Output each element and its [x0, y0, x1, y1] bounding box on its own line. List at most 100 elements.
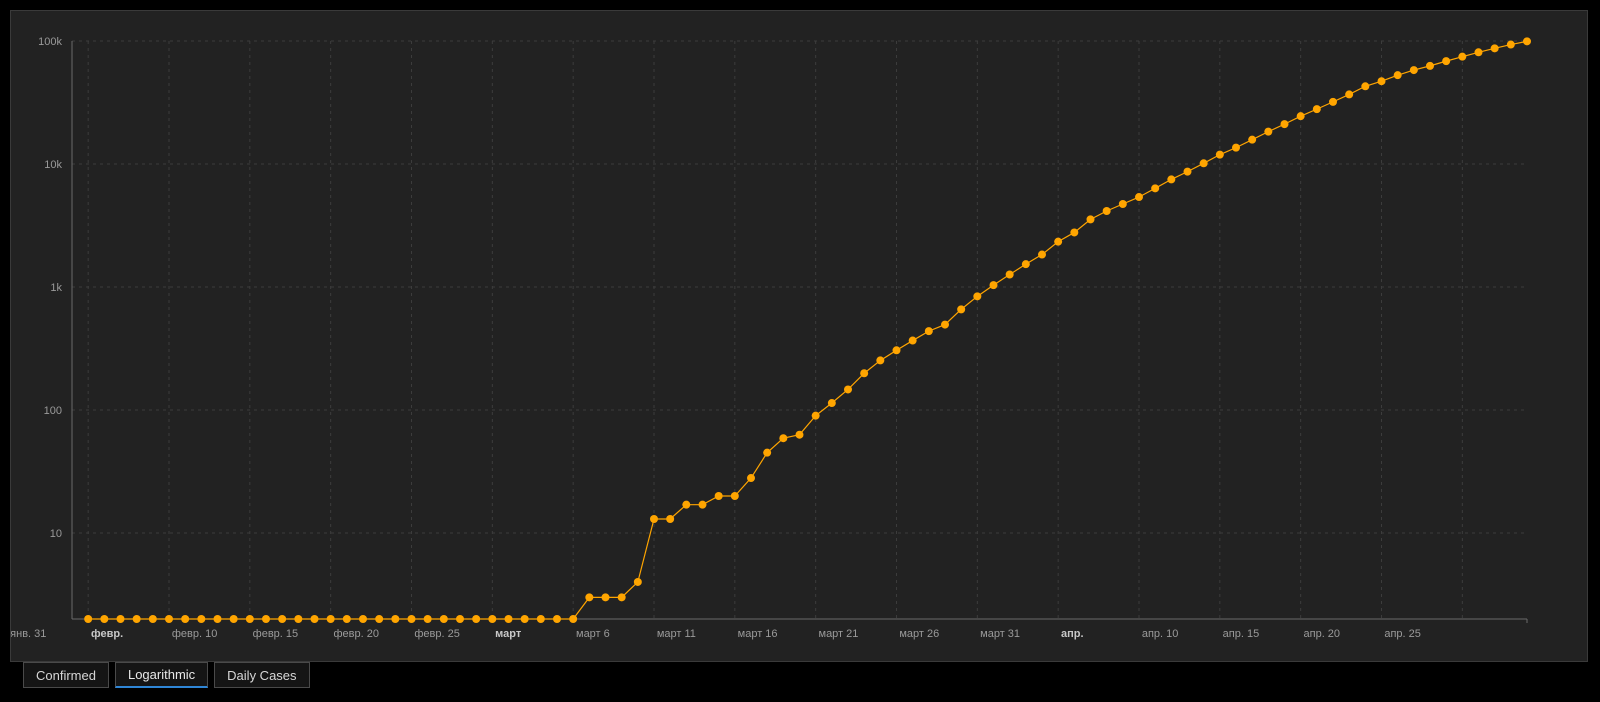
x-tick-label: апр. — [1061, 628, 1084, 640]
data-point[interactable] — [1021, 260, 1030, 269]
data-point[interactable] — [1118, 199, 1127, 208]
data-point[interactable] — [536, 615, 545, 623]
data-point[interactable] — [795, 430, 804, 439]
data-point[interactable] — [1409, 66, 1418, 75]
data-point[interactable] — [1426, 61, 1434, 70]
data-point[interactable] — [1280, 120, 1289, 129]
data-point[interactable] — [827, 399, 836, 408]
data-point[interactable] — [1199, 159, 1208, 168]
data-point[interactable] — [472, 615, 481, 623]
data-point[interactable] — [100, 615, 109, 623]
data-point[interactable] — [520, 615, 529, 623]
data-point[interactable] — [763, 448, 772, 457]
data-point[interactable] — [84, 615, 93, 623]
data-point[interactable] — [1393, 71, 1402, 80]
data-point[interactable] — [262, 615, 270, 623]
data-point[interactable] — [666, 515, 675, 524]
data-point[interactable] — [504, 615, 513, 623]
data-point[interactable] — [1377, 77, 1386, 86]
data-point[interactable] — [359, 615, 367, 623]
data-point[interactable] — [310, 615, 319, 623]
data-point[interactable] — [1442, 57, 1451, 66]
data-point[interactable] — [1151, 184, 1160, 193]
data-point[interactable] — [924, 327, 933, 336]
data-point[interactable] — [1183, 167, 1192, 176]
tab-logarithmic[interactable]: Logarithmic — [114, 662, 209, 688]
data-point[interactable] — [1167, 175, 1176, 184]
data-point[interactable] — [1102, 207, 1111, 215]
data-point[interactable] — [294, 615, 303, 623]
data-point[interactable] — [1054, 237, 1063, 246]
data-point[interactable] — [116, 615, 125, 623]
data-point[interactable] — [1248, 135, 1257, 144]
data-point[interactable] — [1070, 228, 1079, 237]
data-point[interactable] — [245, 615, 254, 623]
data-point[interactable] — [1038, 250, 1046, 259]
data-point[interactable] — [181, 615, 190, 623]
data-point[interactable] — [148, 615, 157, 623]
data-point[interactable] — [326, 615, 335, 623]
data-point[interactable] — [811, 411, 820, 420]
data-point[interactable] — [585, 593, 594, 602]
x-tick-label: апр. 20 — [1304, 628, 1341, 640]
data-point[interactable] — [682, 500, 691, 509]
x-tick-label: март 21 — [819, 628, 859, 640]
data-point[interactable] — [698, 500, 707, 509]
data-point[interactable] — [488, 615, 497, 623]
x-tick-label: апр. 25 — [1384, 628, 1421, 640]
x-tick-label: март 16 — [738, 628, 778, 640]
data-point[interactable] — [1215, 150, 1224, 159]
data-point[interactable] — [1232, 143, 1240, 152]
data-point[interactable] — [278, 615, 287, 623]
data-point[interactable] — [714, 491, 723, 500]
data-point[interactable] — [601, 593, 610, 602]
data-point[interactable] — [1490, 44, 1499, 53]
data-point[interactable] — [1361, 82, 1370, 91]
data-point[interactable] — [553, 615, 561, 623]
data-point[interactable] — [342, 615, 351, 623]
data-point[interactable] — [213, 615, 222, 623]
data-point[interactable] — [165, 615, 173, 623]
data-point[interactable] — [423, 615, 432, 623]
data-point[interactable] — [1086, 215, 1095, 224]
tab-daily-cases[interactable]: Daily Cases — [214, 662, 310, 688]
data-point[interactable] — [1312, 105, 1321, 114]
data-point[interactable] — [860, 369, 869, 378]
data-point[interactable] — [957, 305, 966, 314]
data-point[interactable] — [456, 615, 464, 623]
data-point[interactable] — [747, 474, 755, 483]
data-point[interactable] — [876, 356, 885, 365]
data-point[interactable] — [892, 346, 901, 355]
data-point[interactable] — [650, 515, 658, 524]
data-point[interactable] — [1135, 193, 1143, 202]
data-point[interactable] — [197, 615, 206, 623]
data-point[interactable] — [1345, 90, 1354, 99]
data-point[interactable] — [617, 593, 626, 602]
data-point[interactable] — [989, 281, 998, 290]
data-point[interactable] — [908, 336, 917, 345]
data-point[interactable] — [779, 434, 788, 443]
data-point[interactable] — [569, 615, 578, 623]
data-point[interactable] — [844, 385, 852, 394]
data-point[interactable] — [439, 615, 448, 623]
tab-confirmed[interactable]: Confirmed — [23, 662, 109, 688]
data-point[interactable] — [1264, 127, 1273, 136]
data-point[interactable] — [229, 615, 238, 623]
data-point[interactable] — [1506, 40, 1515, 49]
data-point[interactable] — [407, 615, 416, 623]
data-point[interactable] — [1329, 97, 1337, 106]
data-point[interactable] — [941, 320, 949, 329]
data-point[interactable] — [1523, 37, 1531, 46]
data-point[interactable] — [391, 615, 400, 623]
data-point[interactable] — [132, 615, 141, 623]
data-point[interactable] — [375, 615, 384, 623]
data-point[interactable] — [1296, 112, 1305, 121]
data-point[interactable] — [730, 491, 739, 500]
y-tick-label: 100 — [44, 405, 62, 417]
data-point[interactable] — [1458, 52, 1467, 61]
data-point[interactable] — [973, 292, 982, 301]
data-point[interactable] — [1005, 270, 1014, 279]
data-point[interactable] — [1474, 48, 1483, 57]
y-tick-label: 1k — [50, 282, 62, 294]
data-point[interactable] — [633, 577, 642, 586]
